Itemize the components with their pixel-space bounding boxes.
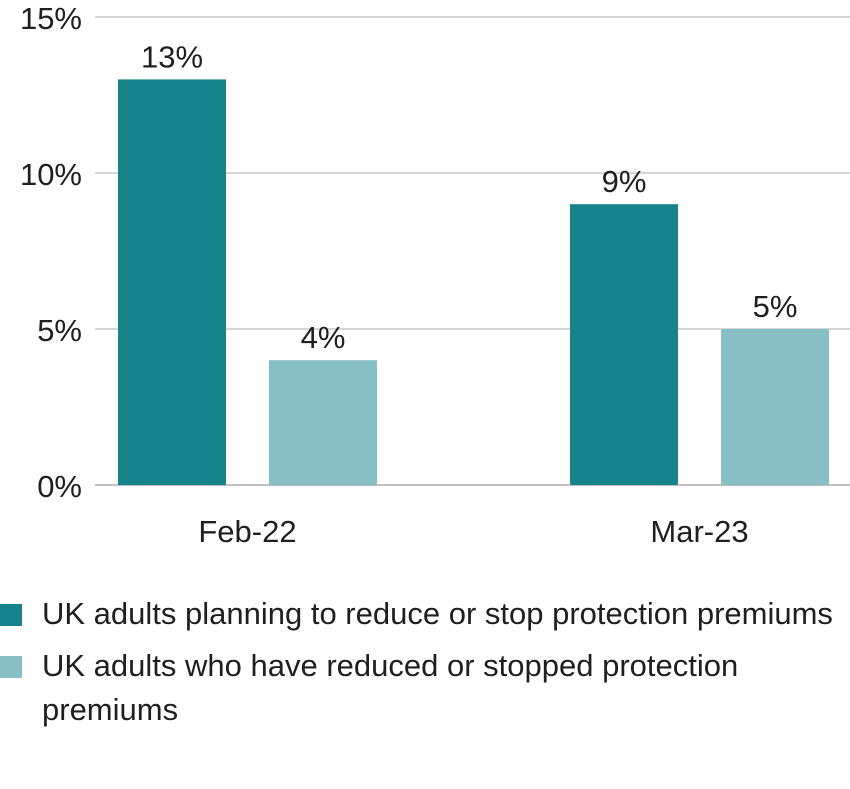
x-tick-label-feb-22: Feb-22 (198, 514, 296, 549)
bar-mar-23-series-1 (570, 204, 678, 485)
x-axis-ticks: Feb-22 Mar-23 (198, 514, 748, 549)
y-axis-ticks: 0% 5% 10% 15% (20, 1, 82, 504)
x-tick-label-mar-23: Mar-23 (650, 514, 748, 549)
bar-mar-23-series-2 (721, 329, 829, 485)
data-label-mar-23-series-2: 5% (753, 289, 798, 324)
data-label-feb-22-series-1: 13% (141, 39, 203, 74)
bar-feb-22-series-2 (269, 360, 377, 485)
data-labels: 13% 4% 9% 5% (141, 39, 797, 355)
bar-chart: 0% 5% 10% 15% 13% 4% 9% 5% Feb-22 Mar-23 (20, 1, 850, 549)
data-label-feb-22-series-2: 4% (301, 320, 346, 355)
y-tick-label-15: 15% (20, 1, 82, 36)
legend-item-reduced: UK adults who have reduced or stopped pr… (0, 644, 842, 732)
y-tick-label-0: 0% (37, 469, 82, 504)
data-label-mar-23-series-1: 9% (602, 164, 647, 199)
legend-label-reduced: UK adults who have reduced or stopped pr… (42, 648, 739, 727)
y-tick-label-5: 5% (37, 313, 82, 348)
legend: UK adults planning to reduce or stop pro… (0, 592, 850, 740)
y-tick-label-10: 10% (20, 157, 82, 192)
legend-swatch-reduced (0, 656, 22, 678)
legend-item-planning: UK adults planning to reduce or stop pro… (0, 592, 842, 636)
legend-swatch-planning (0, 604, 22, 626)
legend-label-planning: UK adults planning to reduce or stop pro… (42, 596, 833, 631)
bar-feb-22-series-1 (118, 79, 226, 486)
bars (118, 79, 829, 486)
